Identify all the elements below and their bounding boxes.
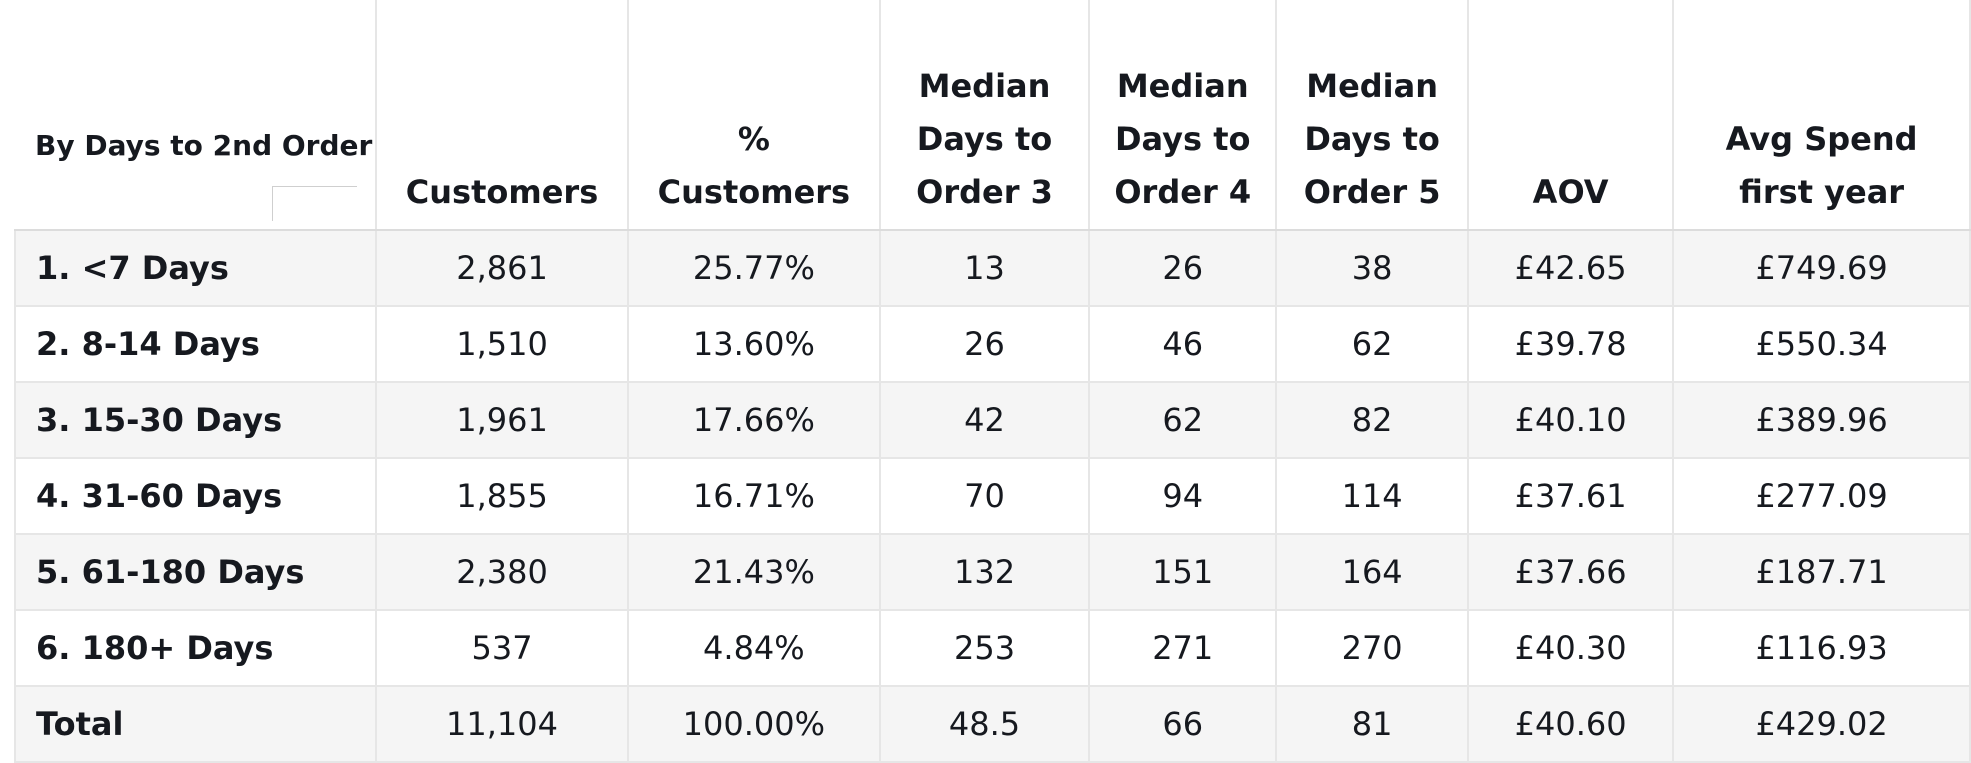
cell-median-order-5: 62	[1276, 306, 1470, 383]
cell-percent-customers: 25.77%	[626, 230, 881, 307]
row-label: 6. 180+ Days	[13, 610, 378, 687]
cell-median-order-4: 46	[1089, 306, 1278, 383]
cell-median-order-3: 132	[879, 534, 1091, 611]
cell-percent-customers: 4.84%	[627, 610, 881, 687]
table-row: 4. 31-60 Days 1,855 16.71% 70 94 114 £37…	[13, 458, 1971, 535]
total-label: Total	[13, 686, 378, 763]
total-median-order-4: 66	[1089, 686, 1278, 763]
cell-median-order-4: 26	[1088, 230, 1278, 307]
total-percent-customers: 100.00%	[627, 686, 881, 763]
column-header-median-days-order-5[interactable]: Median Days to Order 5	[1276, 0, 1470, 231]
table-row: 6. 180+ Days 537 4.84% 253 271 270 £40.3…	[13, 610, 1971, 687]
cell-median-order-5: 38	[1275, 230, 1470, 307]
header-corner-mark	[272, 186, 357, 221]
table-row: 3. 15-30 Days 1,961 17.66% 42 62 82 £40.…	[13, 382, 1971, 459]
cell-avg-spend: £389.96	[1673, 382, 1971, 459]
cell-median-order-5: 164	[1276, 534, 1470, 611]
cell-median-order-4: 94	[1089, 458, 1278, 535]
cell-customers: 2,861	[375, 230, 629, 307]
cell-avg-spend: £277.09	[1673, 458, 1971, 535]
cell-aov: £40.30	[1468, 610, 1675, 687]
cell-avg-spend: £187.71	[1673, 534, 1971, 611]
cell-percent-customers: 13.60%	[627, 306, 881, 383]
cell-customers: 2,380	[376, 534, 629, 611]
cell-avg-spend: £550.34	[1673, 306, 1971, 383]
row-label: 3. 15-30 Days	[13, 382, 378, 459]
cell-median-order-3: 13	[878, 230, 1091, 307]
table-row: 1. <7 Days 2,861 25.77% 13 26 38 £42.65 …	[13, 230, 1971, 307]
cell-customers: 1,855	[376, 458, 629, 535]
column-header-median-days-order-4[interactable]: Median Days to Order 4	[1089, 0, 1278, 231]
cell-avg-spend: £116.93	[1673, 610, 1971, 687]
column-header-avg-spend-first-year[interactable]: Avg Spend first year	[1673, 0, 1971, 231]
cell-customers: 537	[376, 610, 629, 687]
header-row: By Days to 2nd Order Customers % Custome…	[15, 0, 1971, 231]
cell-median-order-4: 151	[1089, 534, 1278, 611]
total-customers: 11,104	[376, 686, 629, 763]
days-to-second-order-table: By Days to 2nd Order Customers % Custome…	[13, 0, 1971, 763]
cell-avg-spend: £749.69	[1672, 230, 1971, 307]
cell-median-order-4: 271	[1089, 610, 1278, 687]
row-label: 4. 31-60 Days	[13, 458, 378, 535]
column-header-customers[interactable]: Customers	[376, 0, 629, 231]
cell-percent-customers: 17.66%	[627, 382, 881, 459]
cell-median-order-3: 70	[879, 458, 1091, 535]
column-header-aov[interactable]: AOV	[1468, 0, 1675, 231]
cell-aov: £37.61	[1468, 458, 1675, 535]
cell-median-order-5: 82	[1276, 382, 1470, 459]
cell-median-order-5: 270	[1276, 610, 1470, 687]
cell-customers: 1,510	[376, 306, 629, 383]
total-aov: £40.60	[1468, 686, 1675, 763]
column-header-segment[interactable]: By Days to 2nd Order	[15, 0, 378, 231]
table-row: 5. 61-180 Days 2,380 21.43% 132 151 164 …	[13, 534, 1971, 611]
total-row: Total 11,104 100.00% 48.5 66 81 £40.60 £…	[13, 686, 1971, 763]
cell-aov: £39.78	[1468, 306, 1675, 383]
data-table-container: By Days to 2nd Order Customers % Custome…	[13, 0, 1971, 763]
cell-aov: £40.10	[1468, 382, 1675, 459]
column-header-percent-customers[interactable]: % Customers	[627, 0, 881, 231]
cell-median-order-4: 62	[1089, 382, 1278, 459]
column-header-median-days-order-3[interactable]: Median Days to Order 3	[879, 0, 1091, 231]
total-avg-spend: £429.02	[1673, 686, 1971, 763]
cell-customers: 1,961	[376, 382, 629, 459]
row-label: 5. 61-180 Days	[13, 534, 378, 611]
cell-percent-customers: 21.43%	[627, 534, 881, 611]
cell-median-order-3: 42	[879, 382, 1091, 459]
cell-aov: £37.66	[1468, 534, 1675, 611]
row-label: 2. 8-14 Days	[13, 306, 378, 383]
total-median-order-3: 48.5	[879, 686, 1091, 763]
cell-median-order-3: 26	[879, 306, 1091, 383]
cell-percent-customers: 16.71%	[627, 458, 881, 535]
cell-aov: £42.65	[1467, 230, 1675, 307]
table-row: 2. 8-14 Days 1,510 13.60% 26 46 62 £39.7…	[13, 306, 1971, 383]
cell-median-order-5: 114	[1276, 458, 1470, 535]
total-median-order-5: 81	[1276, 686, 1470, 763]
cell-median-order-3: 253	[879, 610, 1091, 687]
row-label: 1. <7 Days	[13, 230, 378, 307]
